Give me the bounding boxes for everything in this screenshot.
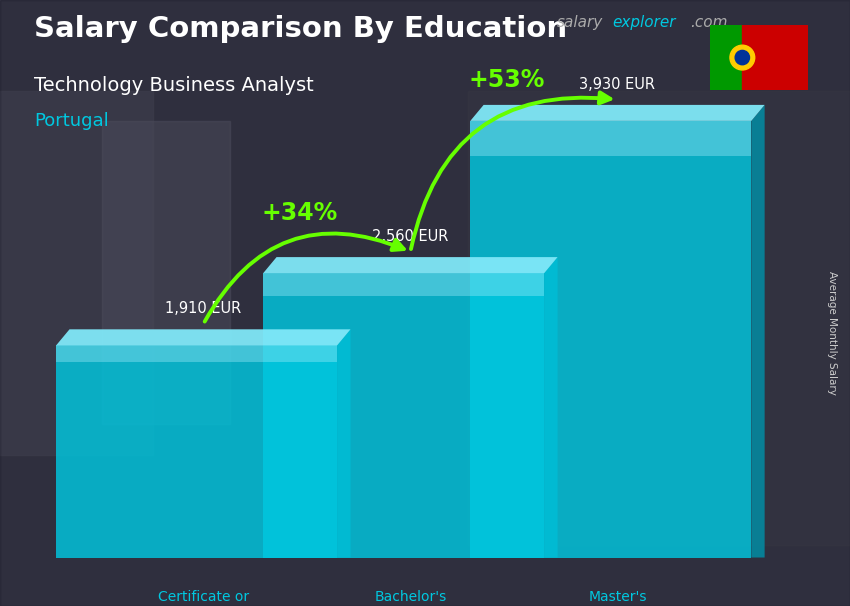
Text: Bachelor's
Degree: Bachelor's Degree [374, 590, 446, 606]
Text: explorer: explorer [612, 15, 676, 30]
Text: Technology Business Analyst: Technology Business Analyst [34, 76, 314, 95]
Polygon shape [56, 345, 337, 362]
Polygon shape [470, 121, 751, 558]
Polygon shape [264, 257, 558, 273]
Text: Certificate or
Diploma: Certificate or Diploma [158, 590, 249, 606]
Text: Average Monthly Salary: Average Monthly Salary [827, 271, 837, 395]
Text: 1,910 EUR: 1,910 EUR [165, 301, 241, 316]
Polygon shape [264, 273, 544, 558]
Text: Portugal: Portugal [34, 112, 109, 130]
Polygon shape [56, 345, 337, 558]
Text: Salary Comparison By Education: Salary Comparison By Education [34, 15, 567, 43]
Text: .com: .com [690, 15, 728, 30]
Bar [468, 91, 850, 545]
Bar [710, 25, 742, 90]
Text: +34%: +34% [261, 201, 337, 225]
Bar [742, 25, 807, 90]
Circle shape [735, 50, 750, 65]
Polygon shape [470, 105, 765, 121]
Polygon shape [544, 257, 558, 558]
Bar [0, 91, 153, 454]
Polygon shape [56, 329, 350, 345]
Circle shape [730, 45, 755, 70]
Polygon shape [337, 329, 350, 558]
Text: salary: salary [557, 15, 603, 30]
Polygon shape [470, 121, 751, 156]
Text: +53%: +53% [468, 68, 545, 92]
Text: Master's
Degree: Master's Degree [588, 590, 647, 606]
Bar [102, 121, 230, 424]
Polygon shape [264, 273, 544, 296]
Text: 3,930 EUR: 3,930 EUR [580, 76, 655, 92]
Text: 2,560 EUR: 2,560 EUR [372, 229, 449, 244]
Polygon shape [751, 105, 765, 558]
